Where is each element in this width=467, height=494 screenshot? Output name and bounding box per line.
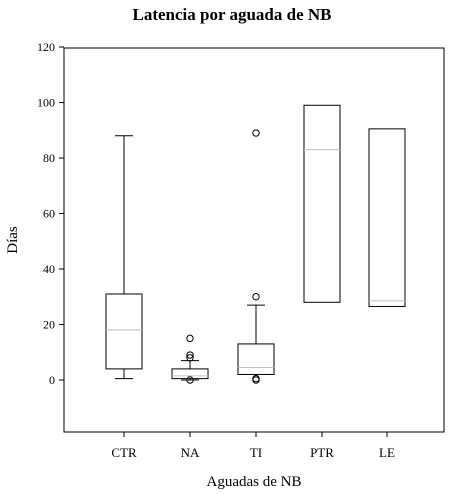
box-body bbox=[368, 128, 406, 307]
x-tick-label: PTR bbox=[310, 445, 334, 460]
y-axis: 0 20 40 60 80 100 120 bbox=[37, 40, 64, 387]
x-tick-label: LE bbox=[379, 445, 395, 460]
box-body bbox=[303, 104, 341, 303]
outlier-point bbox=[186, 351, 194, 359]
plot-frame bbox=[63, 47, 445, 433]
y-tick-label: 120 bbox=[37, 40, 55, 54]
y-tick-label: 80 bbox=[43, 151, 55, 165]
x-axis: CTR NA TI PTR LE bbox=[111, 432, 395, 460]
box-group bbox=[237, 129, 275, 384]
x-tick-label: TI bbox=[250, 445, 262, 460]
y-tick-label: 60 bbox=[43, 207, 55, 221]
outlier-point bbox=[186, 354, 194, 362]
box-body bbox=[105, 293, 143, 370]
outlier-point bbox=[252, 129, 260, 137]
box-body bbox=[171, 368, 209, 380]
outlier-point bbox=[186, 376, 194, 384]
y-tick-label: 100 bbox=[37, 96, 55, 110]
outlier-point bbox=[252, 293, 260, 301]
outlier-point bbox=[252, 374, 260, 383]
chart-title: Latencia por aguada de NB bbox=[133, 5, 332, 24]
outlier-point bbox=[186, 334, 194, 343]
y-tick-label: 0 bbox=[49, 373, 55, 387]
box-group bbox=[105, 135, 143, 380]
box-group bbox=[368, 128, 406, 307]
x-tick-label: NA bbox=[181, 445, 200, 460]
y-tick-label: 40 bbox=[43, 262, 55, 276]
box-group bbox=[303, 104, 341, 303]
x-tick-label: CTR bbox=[111, 445, 137, 460]
box-series bbox=[105, 104, 406, 384]
x-axis-title: Aguadas de NB bbox=[207, 474, 302, 490]
y-tick-label: 20 bbox=[43, 318, 55, 332]
y-axis-title: Días bbox=[5, 226, 21, 254]
box-group bbox=[171, 334, 209, 384]
box-body bbox=[237, 343, 275, 375]
